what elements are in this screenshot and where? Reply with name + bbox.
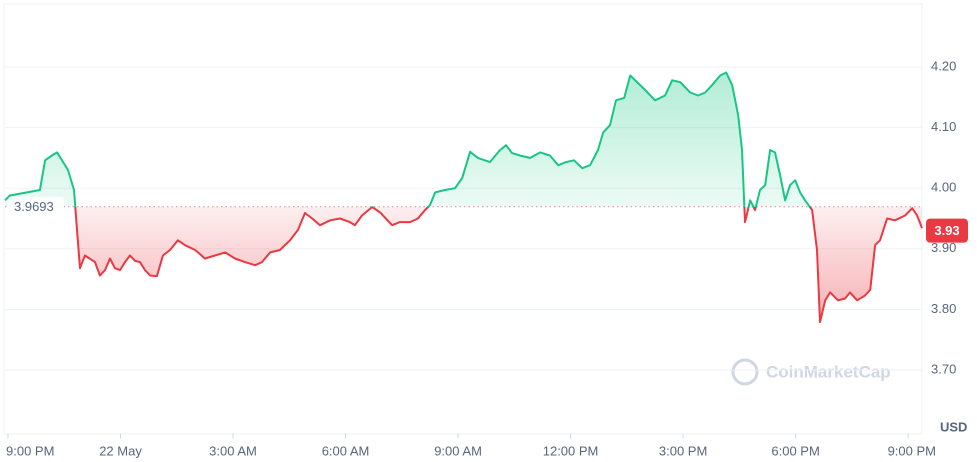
baseline-label: 3.9693 bbox=[14, 199, 54, 214]
x-tick-label: 22 May bbox=[99, 443, 142, 458]
watermark: CoinMarketCap bbox=[731, 358, 891, 386]
x-tick-label: 9:00 AM bbox=[434, 443, 482, 458]
currency-label: USD bbox=[940, 419, 967, 434]
y-tick-label: 4.10 bbox=[931, 119, 956, 134]
x-tick-label: 3:00 PM bbox=[659, 443, 707, 458]
price-line bbox=[4, 71, 923, 324]
y-tick-label: 3.70 bbox=[931, 361, 956, 376]
y-tick-label: 3.90 bbox=[931, 240, 956, 255]
y-tick-label: 3.80 bbox=[931, 301, 956, 316]
x-tick-label: 12:00 PM bbox=[543, 443, 599, 458]
last-price-badge bbox=[926, 218, 968, 243]
watermark-text: CoinMarketCap bbox=[766, 362, 891, 381]
y-tick-label: 4.20 bbox=[931, 58, 956, 73]
price-area bbox=[5, 72, 922, 323]
x-tick-label: 6:00 PM bbox=[771, 443, 819, 458]
x-tick-label: 9:00 PM bbox=[888, 443, 936, 458]
x-tick-label: 3:00 AM bbox=[209, 443, 257, 458]
x-tick-label: 6:00 AM bbox=[322, 443, 370, 458]
y-tick-label: 4.00 bbox=[931, 180, 956, 195]
x-tick-label: 9:00 PM bbox=[6, 443, 54, 458]
baseline-label-bg bbox=[8, 196, 64, 217]
last-price-label: 3.93 bbox=[934, 223, 959, 238]
